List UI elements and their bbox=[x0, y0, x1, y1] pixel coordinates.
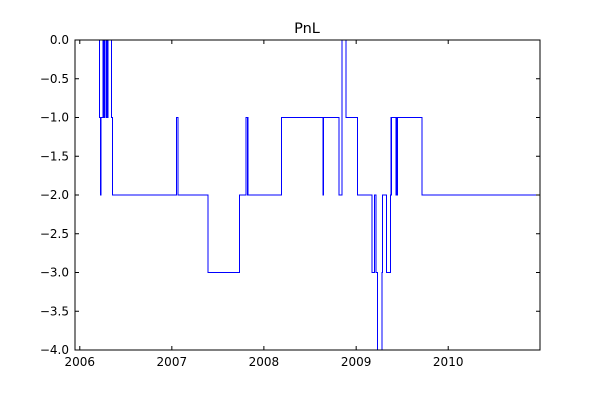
x-tick-label: 2010 bbox=[433, 355, 464, 369]
y-tick-label: −1.0 bbox=[40, 111, 69, 125]
chart-title: PnL bbox=[294, 21, 320, 37]
y-tick-label: −3.5 bbox=[40, 304, 69, 318]
x-tick-label: 2006 bbox=[65, 355, 96, 369]
y-tick-label: −1.5 bbox=[40, 149, 69, 163]
y-tick-label: −2.0 bbox=[40, 188, 69, 202]
y-tick-label: −0.5 bbox=[40, 72, 69, 86]
x-tick-label: 2007 bbox=[157, 355, 188, 369]
x-tick-label: 2008 bbox=[249, 355, 280, 369]
y-tick-label: −2.5 bbox=[40, 227, 69, 241]
y-tick-label: −4.0 bbox=[40, 343, 69, 357]
axis-ticks: 2006 2007 2008 2009 2010 0.0 −0.5 −1.0 −1.5 −2.0 −… bbox=[40, 33, 540, 369]
y-tick-label: −3.0 bbox=[40, 266, 69, 280]
x-tick-label: 2009 bbox=[341, 355, 372, 369]
plot-area bbox=[98, 40, 540, 350]
pnl-series-line-0 bbox=[98, 40, 540, 350]
y-tick-label: 0.0 bbox=[50, 33, 69, 47]
